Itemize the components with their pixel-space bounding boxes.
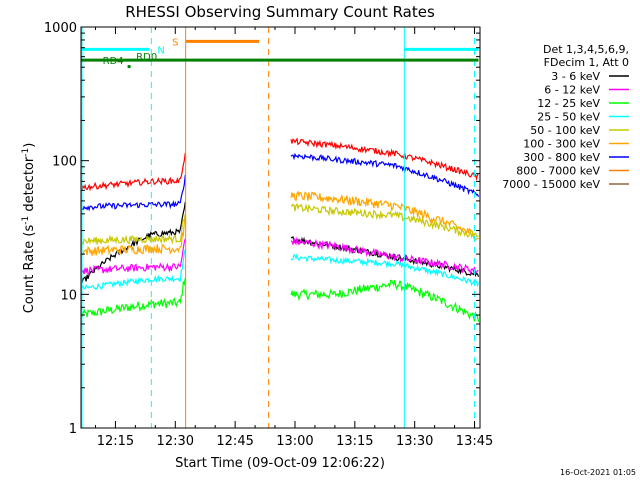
legend-label-9: 7000 - 15000 keV xyxy=(502,178,600,191)
legend-label-3: 12 - 25 keV xyxy=(537,97,600,110)
y-tick-label-1: 10 xyxy=(60,288,77,303)
timestamp: 16-Oct-2021 01:05 xyxy=(560,468,636,477)
y-axis-label-sup-2: -1 xyxy=(21,148,31,157)
flag-label-s: S xyxy=(172,37,178,48)
flag-label-rd0: RD0 xyxy=(136,52,157,63)
series-trace-6 xyxy=(80,190,479,256)
flag-marker-rd4 xyxy=(127,65,131,69)
plot-frame xyxy=(80,26,481,429)
legend-label-4: 25 - 50 keV xyxy=(537,111,600,124)
x-tick-label-5: 13:30 xyxy=(396,434,433,449)
x-tick-label-0: 12:15 xyxy=(97,434,134,449)
x-tick-label-4: 13:15 xyxy=(336,434,373,449)
legend-label-8: 800 - 7000 keV xyxy=(516,165,600,178)
axes: 12:15 12:30 12:45 13:00 13:15 13:30 13:45 1 10 10… xyxy=(44,21,493,449)
chart-title: RHESSI Observing Summary Count Rates xyxy=(125,3,435,21)
series-trace-1 xyxy=(80,201,480,285)
y-tick-label-0: 1 xyxy=(69,422,77,437)
legend: Det 1,3,4,5,6,9, FDecim 1, Att 0 3 - 6 k… xyxy=(502,43,629,191)
legend-header-1: Det 1,3,4,5,6,9, xyxy=(543,43,629,56)
series-trace-7 xyxy=(80,152,480,212)
y-axis-label-main: Count Rate (s xyxy=(22,225,37,314)
legend-label-6: 100 - 300 keV xyxy=(523,138,600,151)
legend-label-7: 300 - 800 keV xyxy=(523,151,600,164)
x-tick-label-1: 12:30 xyxy=(157,434,194,449)
series-trace-3 xyxy=(80,277,480,323)
legend-label-2: 6 - 12 keV xyxy=(544,84,600,97)
legend-header-2: FDecim 1, Att 0 xyxy=(544,56,629,69)
x-axis-label: Start Time (09-Oct-09 12:06:22) xyxy=(175,456,385,471)
legend-label-1: 3 - 6 keV xyxy=(551,70,600,83)
y-tick-label-3: 1000 xyxy=(44,21,77,36)
series-trace-4 xyxy=(80,249,480,291)
series-trace-5 xyxy=(80,202,479,246)
x-tick-label-3: 13:00 xyxy=(276,434,313,449)
series-trace-2 xyxy=(80,236,479,275)
flag-label-rd4: RD4 xyxy=(103,56,124,67)
x-tick-label-6: 13:45 xyxy=(456,434,493,449)
legend-label-5: 50 - 100 keV xyxy=(530,124,600,137)
x-tick-label-2: 12:45 xyxy=(216,434,253,449)
y-axis-label-rest: detector xyxy=(22,156,37,216)
plot-area: NS RD4 RD0 xyxy=(80,27,480,428)
series-trace-red xyxy=(80,137,479,192)
flag-label-n: N xyxy=(157,45,164,56)
y-axis-label: Count Rate (s-1 detector-1) xyxy=(21,143,37,314)
y-axis-label-sup: -1 xyxy=(21,216,31,225)
y-axis-label-close: ) xyxy=(22,143,37,148)
y-tick-label-2: 100 xyxy=(52,155,77,170)
